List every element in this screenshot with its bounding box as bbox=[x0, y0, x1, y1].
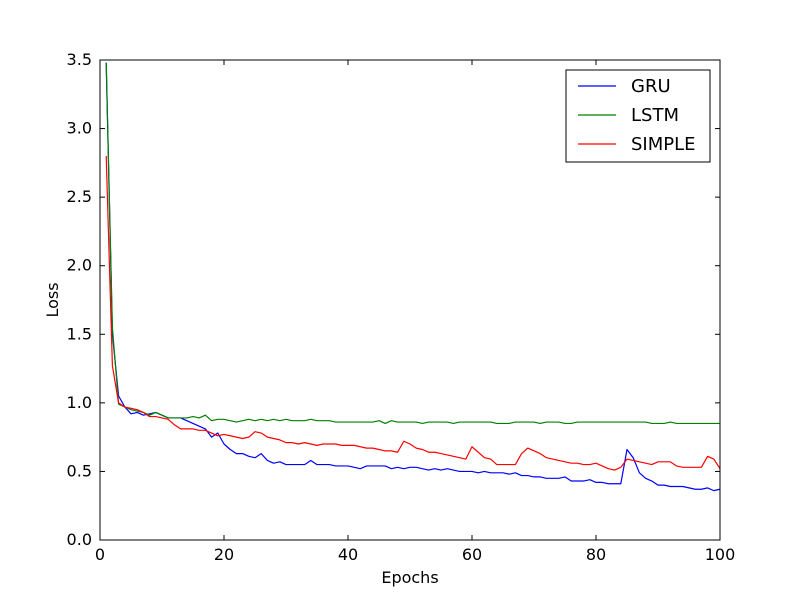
y-tick-label: 3.0 bbox=[67, 119, 92, 138]
x-tick-label: 0 bbox=[95, 545, 105, 564]
series-line-lstm bbox=[105, 62, 720, 425]
series-layer bbox=[105, 62, 721, 492]
legend: GRU LSTM SIMPLE bbox=[565, 69, 711, 163]
legend-label-lstm: LSTM bbox=[631, 105, 679, 126]
x-axis-label: Epochs bbox=[381, 568, 438, 587]
x-tick-label: 80 bbox=[586, 545, 606, 564]
x-tick-label: 20 bbox=[214, 545, 234, 564]
y-tick-label: 0.0 bbox=[67, 530, 92, 549]
x-tick-label: 60 bbox=[462, 545, 482, 564]
legend-label-simple: SIMPLE bbox=[631, 134, 696, 155]
y-tick-label: 0.5 bbox=[67, 461, 92, 480]
y-tick-label: 2.5 bbox=[67, 187, 92, 206]
y-tick-label: 2.0 bbox=[67, 256, 92, 275]
y-tick-label: 1.5 bbox=[67, 324, 92, 343]
x-tick-label: 40 bbox=[338, 545, 358, 564]
y-axis-label: Loss bbox=[43, 282, 62, 317]
series-line-simple bbox=[105, 155, 721, 471]
series-line-gru bbox=[105, 62, 721, 492]
legend-box bbox=[565, 69, 711, 163]
y-tick-label: 1.0 bbox=[67, 393, 92, 412]
y-tick-label: 3.5 bbox=[67, 50, 92, 69]
tick-layer: 0 20 40 60 80 100 0.0 0.5 1.0 1.5 2.0 2.5 3.0 3.5 bbox=[67, 50, 736, 564]
legend-label-gru: GRU bbox=[631, 76, 671, 97]
plot-frame bbox=[99, 59, 721, 541]
x-tick-label: 100 bbox=[705, 545, 736, 564]
